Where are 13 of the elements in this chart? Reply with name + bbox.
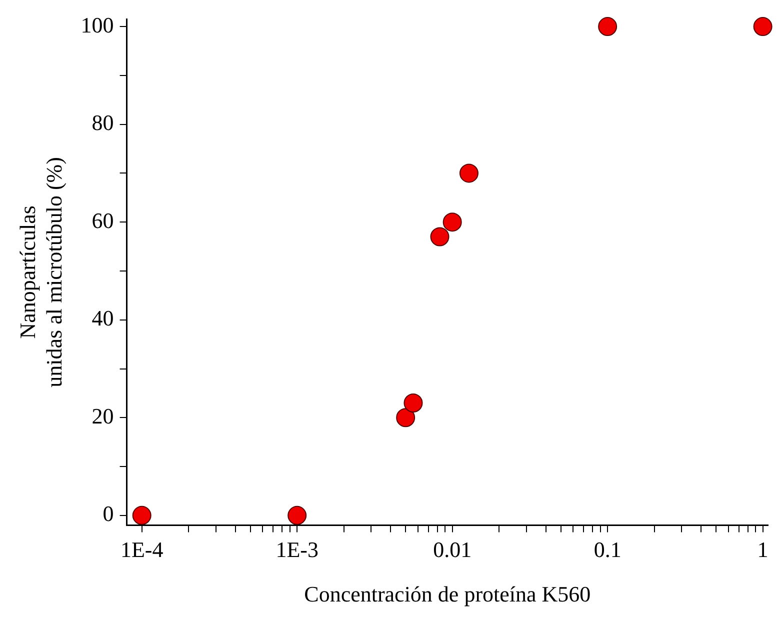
x-tick-label: 0.01	[433, 537, 472, 562]
y-tick-label: 60	[92, 208, 114, 233]
x-tick-label: 1E-4	[120, 537, 164, 562]
y-tick-label: 80	[92, 110, 114, 136]
y-tick-label: 100	[80, 12, 114, 38]
x-tick-label: 1	[757, 537, 768, 562]
x-tick-label: 1E-3	[276, 537, 318, 562]
x-tick-label: 0.1	[594, 537, 622, 562]
y-axis-title: Nanopartículas unidas al microtúbulo (%)	[14, 157, 66, 388]
x-axis-title: Concentración de proteína K560	[304, 582, 591, 607]
y-tick-label: 20	[92, 403, 114, 428]
y-tick-label: 0	[102, 501, 114, 526]
y-tick-label: 40	[92, 306, 114, 331]
